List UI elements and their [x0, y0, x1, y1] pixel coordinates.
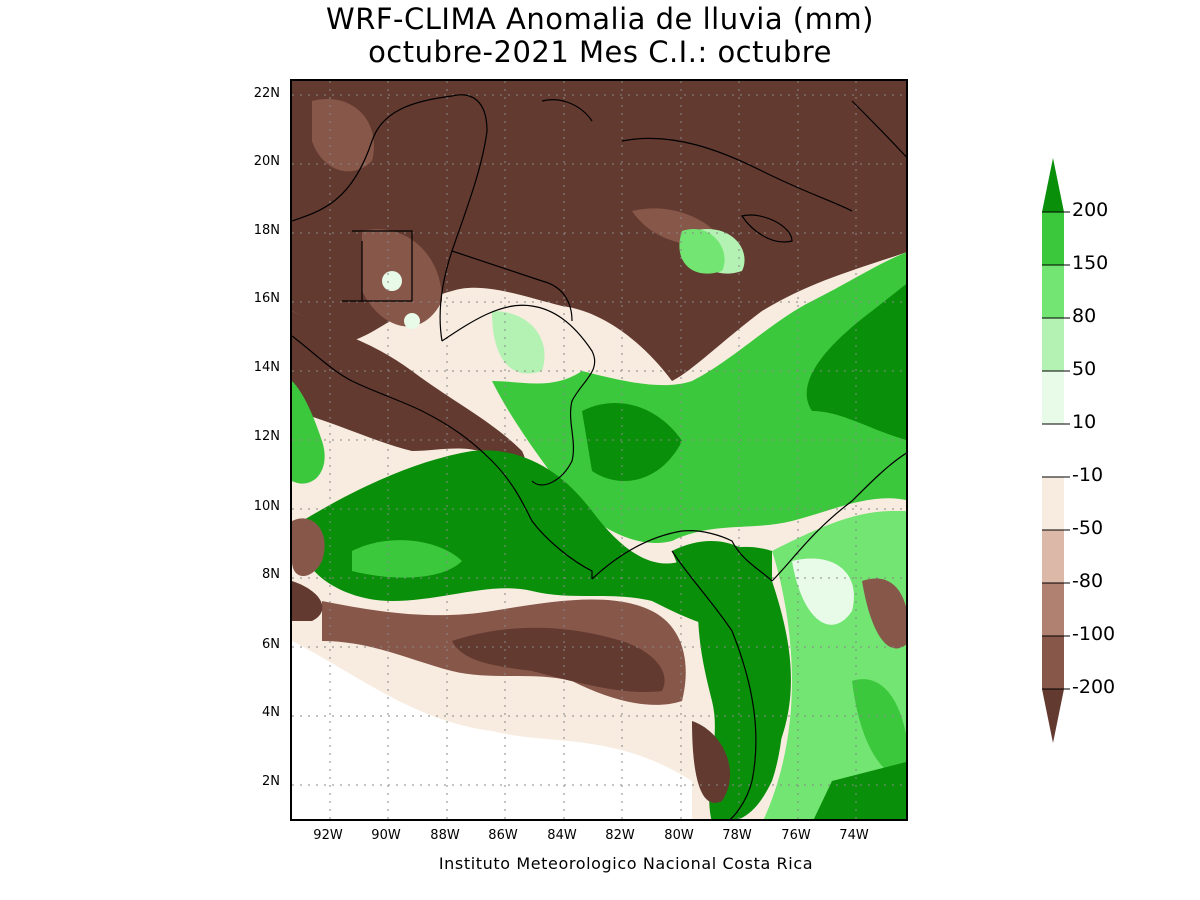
- lat-tick-label: 10N: [253, 499, 280, 514]
- neutral-area: [292, 641, 692, 819]
- lat-tick-label: 14N: [253, 360, 280, 375]
- lon-tick-label: 88W: [430, 828, 460, 843]
- legend-swatch: [1042, 371, 1064, 424]
- institution-credit: Instituto Meteorologico Nacional Costa R…: [438, 854, 814, 873]
- wet-region-pacific: [302, 450, 772, 630]
- legend-label: -50: [1072, 517, 1104, 539]
- legend-swatch: [1042, 424, 1064, 477]
- wet-patch: [813, 762, 906, 819]
- map-panel: [290, 79, 908, 821]
- dry-region-central: [292, 311, 526, 472]
- wet-patch: [404, 313, 420, 329]
- lon-tick-label: 90W: [371, 828, 401, 843]
- lat-tick-label: 16N: [253, 291, 280, 306]
- legend-swatch: [1042, 265, 1064, 318]
- map-title: WRF-CLIMA Anomalia de lluvia (mm): [326, 2, 874, 36]
- lat-tick-label: 18N: [253, 223, 280, 238]
- legend-swatch: [1042, 212, 1064, 265]
- legend-swatch: [1042, 636, 1064, 689]
- legend-label: -200: [1072, 676, 1116, 698]
- wet-patch: [792, 558, 854, 625]
- dry-patch: [292, 581, 323, 621]
- legend-label: -80: [1072, 570, 1104, 592]
- legend-swatch: [1042, 318, 1064, 371]
- color-legend-bar: [1042, 158, 1070, 743]
- lon-tick-label: 82W: [605, 828, 635, 843]
- lat-tick-label: 22N: [253, 86, 280, 101]
- lon-tick-label: 78W: [722, 828, 752, 843]
- dry-patch: [862, 578, 906, 649]
- dry-patch: [692, 721, 731, 803]
- legend-label: 50: [1072, 358, 1097, 380]
- legend-label: 10: [1072, 411, 1097, 433]
- legend-swatch: [1042, 477, 1064, 530]
- lon-tick-label: 76W: [781, 828, 811, 843]
- dry-patch: [292, 518, 325, 576]
- lon-tick-label: 86W: [488, 828, 518, 843]
- map-subtitle: octubre-2021 Mes C.I.: octubre: [368, 35, 832, 69]
- lon-tick-label: 74W: [839, 828, 869, 843]
- wet-patch: [352, 540, 462, 578]
- dry-patch: [452, 627, 665, 692]
- wet-patch: [492, 311, 545, 374]
- legend-arrow-bottom: [1042, 689, 1064, 743]
- legend-swatch: [1042, 530, 1064, 583]
- rainfall-anomaly-map: [292, 81, 906, 819]
- lat-tick-label: 2N: [262, 774, 280, 789]
- lat-tick-label: 4N: [262, 705, 280, 720]
- lat-tick-label: 20N: [253, 154, 280, 169]
- lat-tick-label: 8N: [262, 567, 280, 582]
- dry-patch: [312, 99, 374, 172]
- legend-swatch: [1042, 583, 1064, 636]
- wet-patch: [582, 402, 682, 481]
- lat-tick-label: 6N: [262, 637, 280, 652]
- legend-label: -100: [1072, 623, 1116, 645]
- wet-patch: [292, 381, 325, 484]
- wet-patch: [852, 679, 906, 781]
- legend-label: 80: [1072, 305, 1097, 327]
- wet-patch: [382, 271, 402, 291]
- lat-tick-label: 12N: [253, 429, 280, 444]
- legend-label: 200: [1072, 199, 1109, 221]
- lon-tick-label: 84W: [547, 828, 577, 843]
- coastlines: [292, 94, 906, 819]
- legend-label: -10: [1072, 464, 1104, 486]
- legend-arrow-top: [1042, 158, 1064, 212]
- wet-patch: [679, 229, 725, 274]
- lon-tick-label: 80W: [664, 828, 694, 843]
- legend-label: 150: [1072, 252, 1109, 274]
- dry-region-north: [292, 81, 906, 381]
- color-legend: 200 150 80 50 10 -10 -50 -80 -100 -200: [1030, 150, 1150, 750]
- lon-tick-label: 92W: [313, 828, 343, 843]
